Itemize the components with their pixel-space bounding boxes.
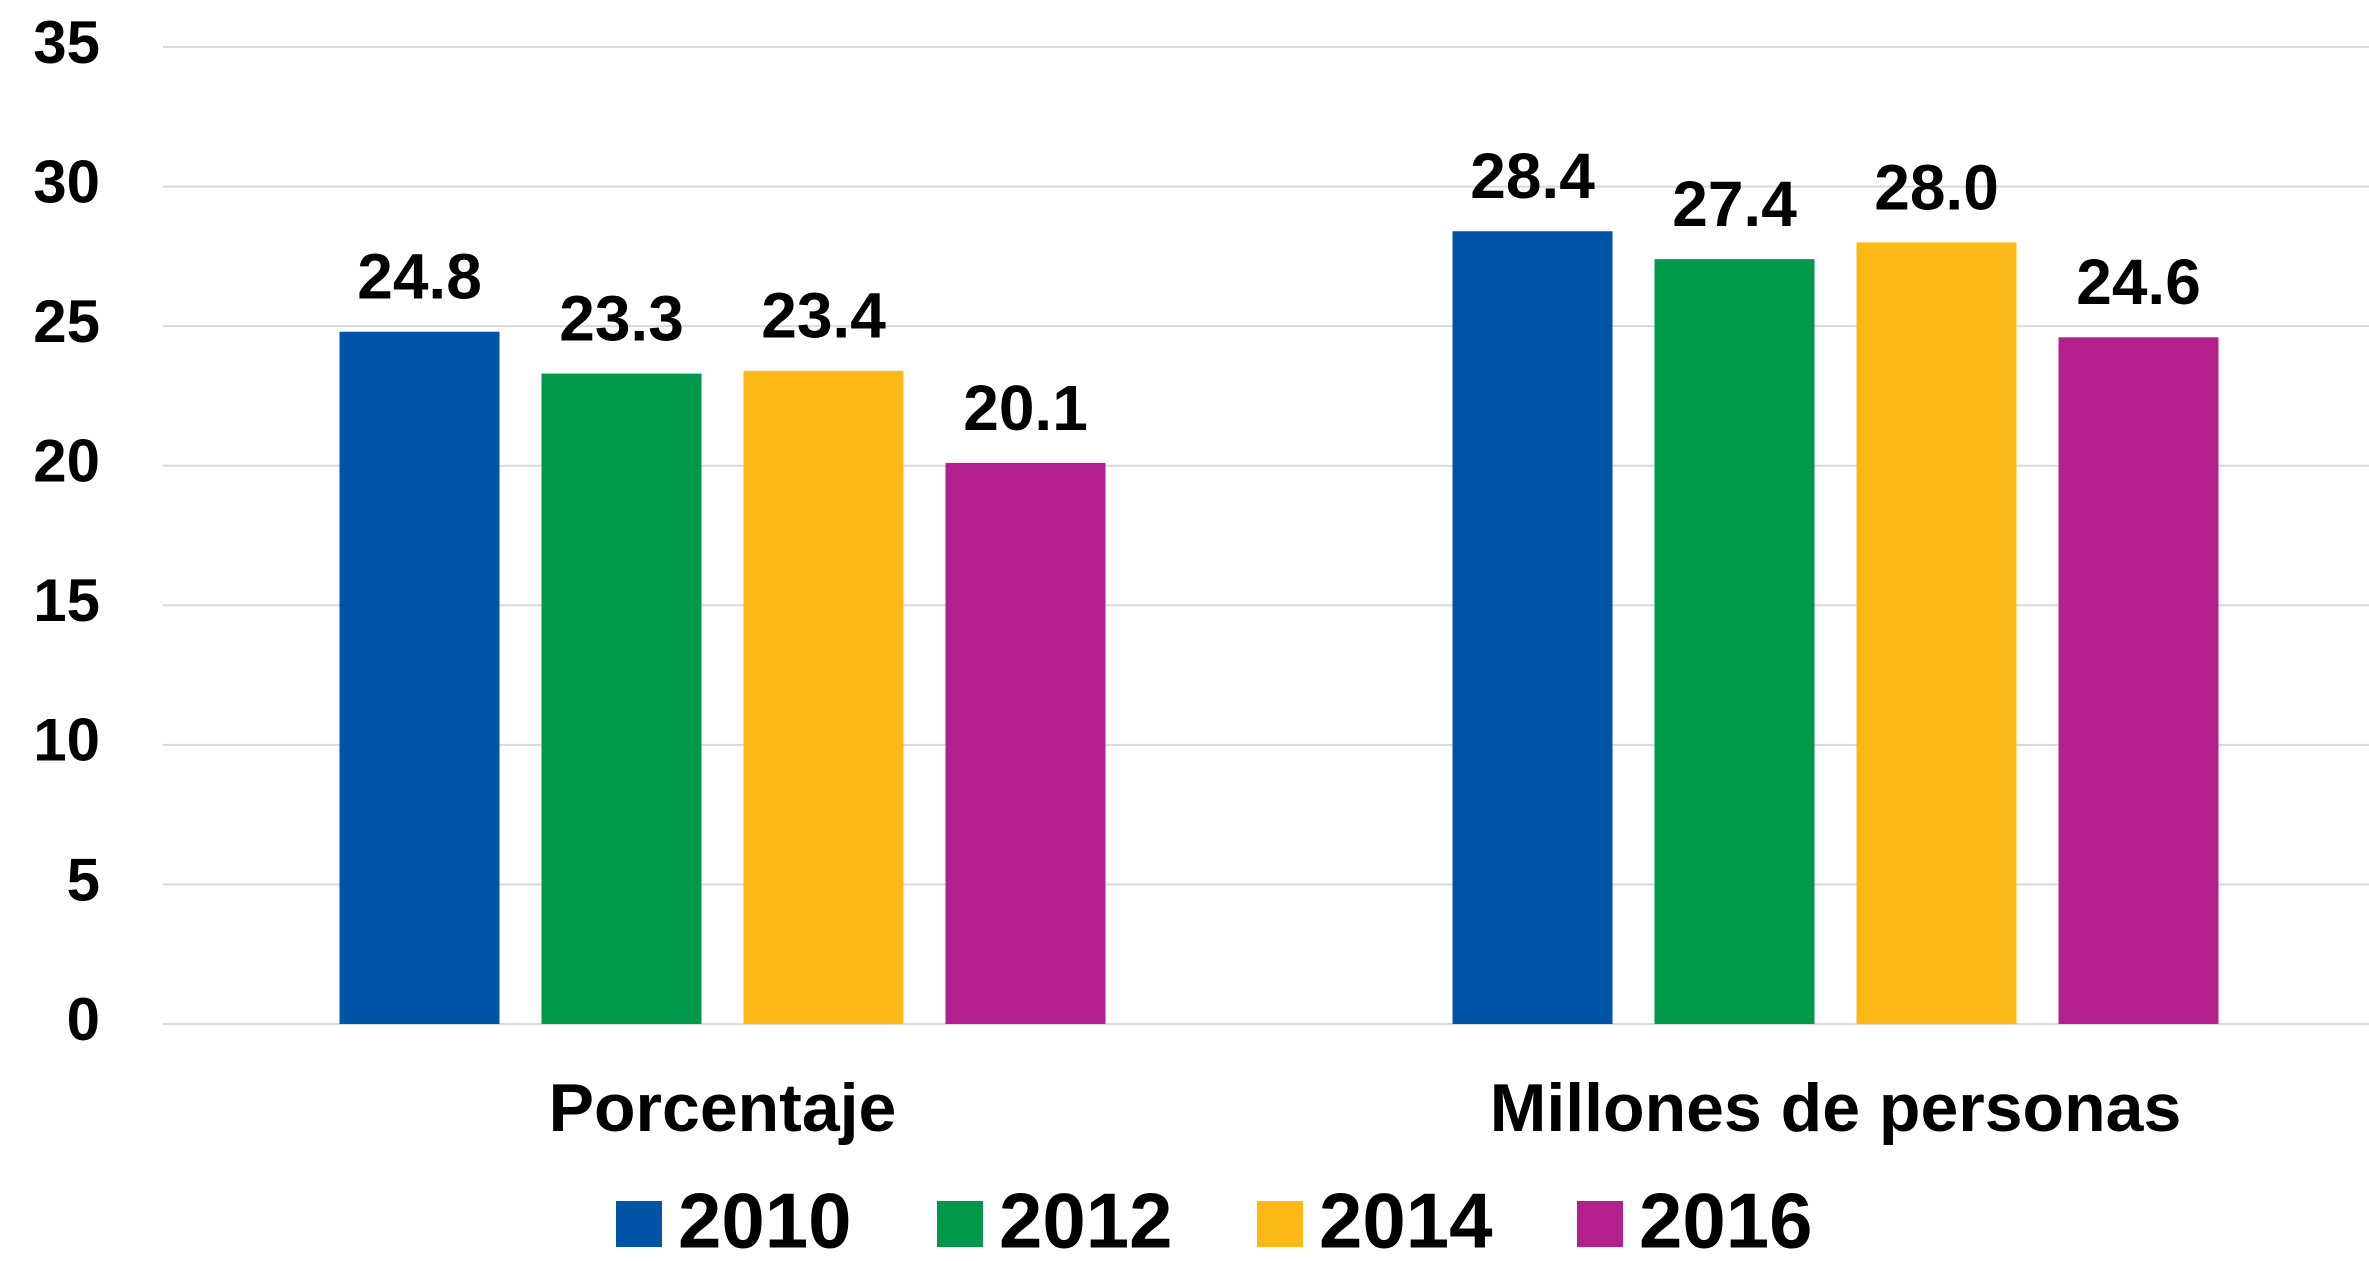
data-label: 23.3: [559, 283, 684, 355]
x-tick-label: Porcentaje: [549, 1070, 897, 1146]
bar: [1856, 242, 2017, 1024]
y-tick-label: 15: [33, 567, 100, 634]
y-tick-label: 20: [33, 428, 100, 495]
bar: [339, 331, 500, 1024]
bar: [945, 462, 1106, 1024]
legend-label: 2014: [1319, 1177, 1493, 1261]
y-tick-label: 0: [67, 986, 100, 1053]
legend-swatch: [616, 1201, 662, 1247]
y-tick-label: 25: [33, 288, 100, 355]
data-label: 24.8: [357, 241, 482, 313]
bar: [743, 370, 904, 1024]
y-tick-label: 30: [33, 148, 100, 215]
bar: [1452, 231, 1613, 1025]
x-tick-label: Millones de personas: [1490, 1070, 2182, 1146]
legend-swatch: [937, 1201, 983, 1247]
y-tick-label: 5: [67, 846, 100, 913]
bar: [1654, 259, 1815, 1024]
legend-swatch: [1257, 1201, 1303, 1247]
legend-swatch: [1577, 1201, 1623, 1247]
legend-label: 2010: [678, 1177, 852, 1261]
data-label: 20.1: [963, 372, 1088, 444]
y-tick-label: 10: [33, 707, 100, 774]
legend-label: 2012: [999, 1177, 1173, 1261]
legend-label: 2016: [1639, 1177, 1813, 1261]
data-label: 28.0: [1874, 151, 1999, 223]
y-tick-label: 35: [33, 9, 100, 76]
data-label: 27.4: [1672, 168, 1797, 240]
data-label: 24.6: [2076, 246, 2201, 318]
data-label: 28.4: [1470, 140, 1595, 212]
bar: [541, 373, 702, 1024]
bar: [2058, 337, 2219, 1024]
data-label: 23.4: [761, 280, 886, 352]
